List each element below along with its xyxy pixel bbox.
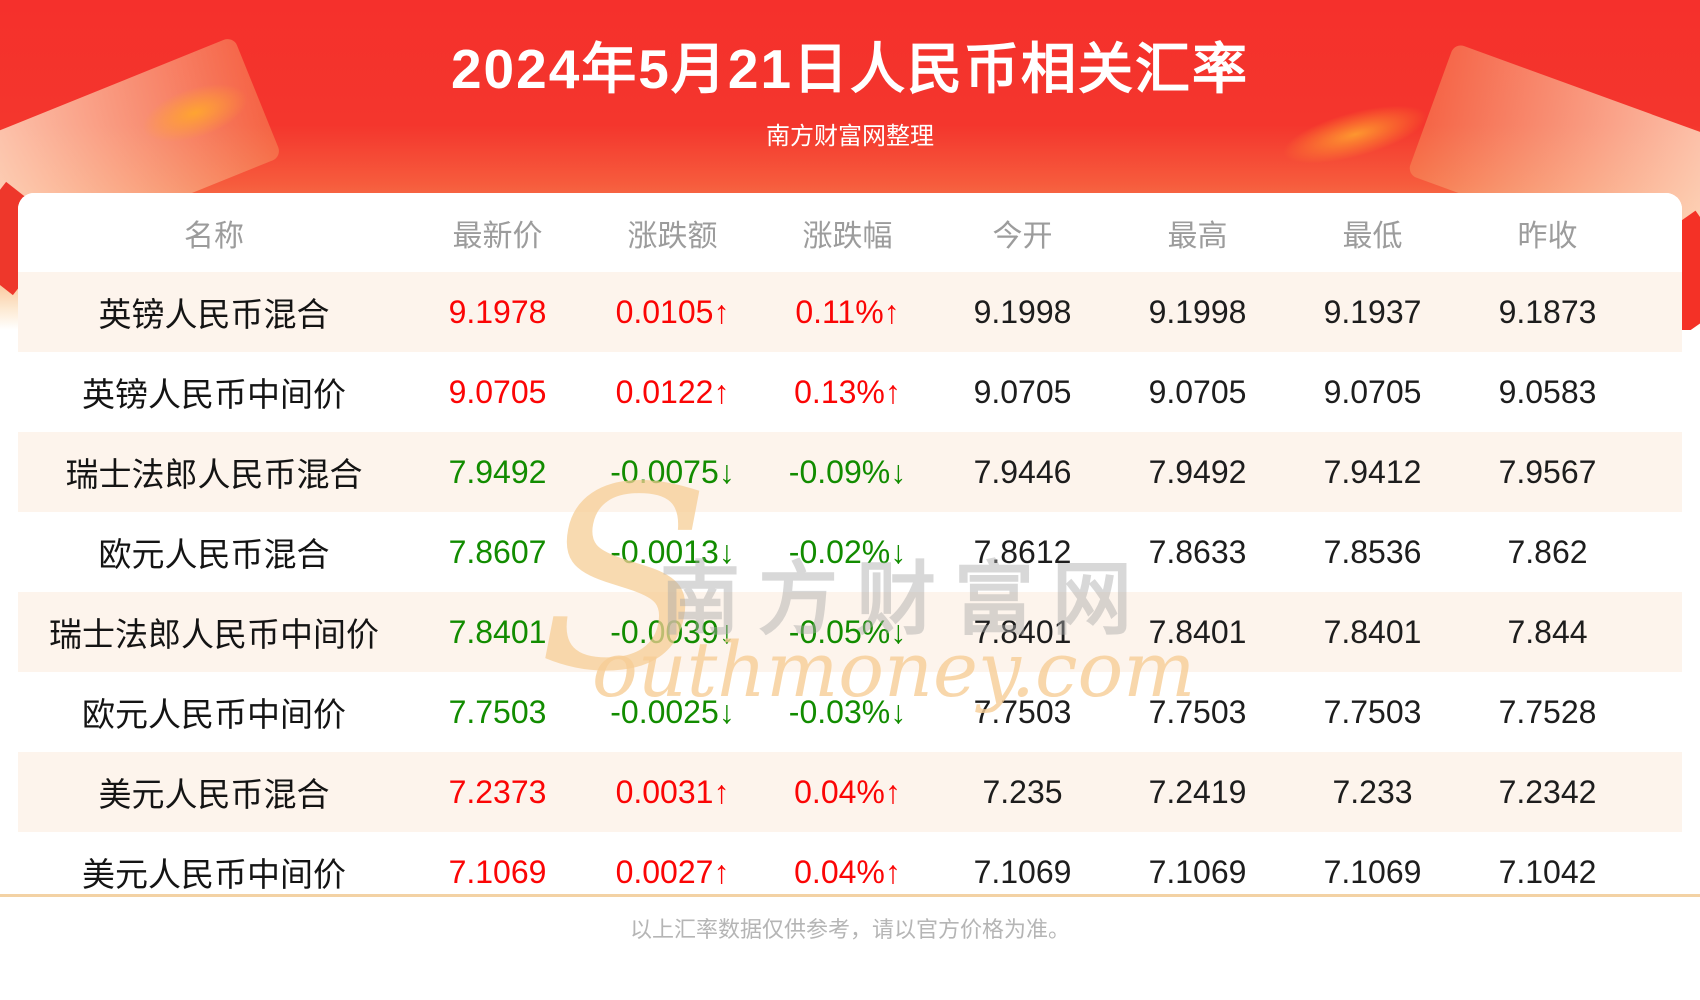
cell-high: 9.0705 — [1110, 352, 1285, 432]
table-row: 瑞士法郎人民币中间价 7.8401 -0.0039↓ -0.05%↓ 7.8401 7.8… — [18, 592, 1682, 672]
table-row: 英镑人民币中间价 9.0705 0.0122↑ 0.13%↑ 9.0705 9.0705 9… — [18, 352, 1682, 432]
cell-prev: 7.862 — [1460, 512, 1635, 592]
cell-pct: -0.02%↓ — [760, 512, 935, 592]
column-header-filler — [1635, 193, 1682, 272]
cell-name: 瑞士法郎人民币中间价 — [18, 592, 410, 672]
table-row: 美元人民币中间价 7.1069 0.0027↑ 0.04%↑ 7.1069 7.1069 7… — [18, 832, 1682, 912]
cell-open: 7.7503 — [935, 672, 1110, 752]
cell-low: 9.1937 — [1285, 272, 1460, 352]
cell-filler — [1635, 672, 1682, 752]
table-row: 欧元人民币混合 7.8607 -0.0013↓ -0.02%↓ 7.8612 7.8633… — [18, 512, 1682, 592]
table-row: 欧元人民币中间价 7.7503 -0.0025↓ -0.03%↓ 7.7503 7.750… — [18, 672, 1682, 752]
cell-change: -0.0075↓ — [585, 432, 760, 512]
table-header-row: 名称 最新价 涨跌额 涨跌幅 今开 最高 最低 昨收 — [18, 193, 1682, 272]
cell-pct: -0.05%↓ — [760, 592, 935, 672]
cell-name: 美元人民币混合 — [18, 752, 410, 832]
cell-name: 瑞士法郎人民币混合 — [18, 432, 410, 512]
footer-divider — [0, 894, 1700, 897]
cell-filler — [1635, 832, 1682, 912]
cell-change: 0.0031↑ — [585, 752, 760, 832]
column-header-open: 今开 — [935, 193, 1110, 272]
table-row: 英镑人民币混合 9.1978 0.0105↑ 0.11%↑ 9.1998 9.1998 9.… — [18, 272, 1682, 352]
column-header-latest: 最新价 — [410, 193, 585, 272]
cell-low: 7.233 — [1285, 752, 1460, 832]
column-header-prev: 昨收 — [1460, 193, 1635, 272]
cell-open: 7.8401 — [935, 592, 1110, 672]
cell-filler — [1635, 432, 1682, 512]
cell-latest: 7.8401 — [410, 592, 585, 672]
cell-pct: 0.04%↑ — [760, 832, 935, 912]
cell-high: 7.2419 — [1110, 752, 1285, 832]
cell-latest: 9.0705 — [410, 352, 585, 432]
cell-prev: 9.1873 — [1460, 272, 1635, 352]
cell-filler — [1635, 352, 1682, 432]
table-row: 瑞士法郎人民币混合 7.9492 -0.0075↓ -0.09%↓ 7.9446 7.94… — [18, 432, 1682, 512]
cell-change: 0.0027↑ — [585, 832, 760, 912]
cell-latest: 7.9492 — [410, 432, 585, 512]
column-header-low: 最低 — [1285, 193, 1460, 272]
cell-low: 7.8536 — [1285, 512, 1460, 592]
cell-name: 英镑人民币中间价 — [18, 352, 410, 432]
rates-table-card: 名称 最新价 涨跌额 涨跌幅 今开 最高 最低 昨收 英镑人民币混合 9.1978… — [18, 193, 1682, 912]
cell-change: -0.0039↓ — [585, 592, 760, 672]
page-subtitle: 南方财富网整理 — [766, 123, 934, 150]
cell-high: 7.8633 — [1110, 512, 1285, 592]
cell-latest: 9.1978 — [410, 272, 585, 352]
cell-prev: 7.2342 — [1460, 752, 1635, 832]
cell-pct: 0.04%↑ — [760, 752, 935, 832]
cell-high: 7.9492 — [1110, 432, 1285, 512]
cell-open: 7.8612 — [935, 512, 1110, 592]
cell-high: 7.1069 — [1110, 832, 1285, 912]
column-header-change: 涨跌额 — [585, 193, 760, 272]
cell-low: 7.9412 — [1285, 432, 1460, 512]
cell-latest: 7.1069 — [410, 832, 585, 912]
cell-pct: -0.03%↓ — [760, 672, 935, 752]
page-title: 2024年5月21日人民币相关汇率 — [450, 38, 1250, 100]
rates-table-body: 英镑人民币混合 9.1978 0.0105↑ 0.11%↑ 9.1998 9.1998 9.… — [18, 272, 1682, 912]
cell-high: 7.7503 — [1110, 672, 1285, 752]
cell-high: 9.1998 — [1110, 272, 1285, 352]
cell-name: 美元人民币中间价 — [18, 832, 410, 912]
cell-change: 0.0122↑ — [585, 352, 760, 432]
column-header-high: 最高 — [1110, 193, 1285, 272]
cell-latest: 7.7503 — [410, 672, 585, 752]
cell-change: -0.0025↓ — [585, 672, 760, 752]
cell-prev: 7.9567 — [1460, 432, 1635, 512]
cell-open: 9.0705 — [935, 352, 1110, 432]
cell-open: 7.235 — [935, 752, 1110, 832]
cell-prev: 7.844 — [1460, 592, 1635, 672]
cell-prev: 7.1042 — [1460, 832, 1635, 912]
cell-latest: 7.8607 — [410, 512, 585, 592]
cell-open: 9.1998 — [935, 272, 1110, 352]
cell-filler — [1635, 512, 1682, 592]
cell-low: 7.7503 — [1285, 672, 1460, 752]
cell-latest: 7.2373 — [410, 752, 585, 832]
cell-low: 9.0705 — [1285, 352, 1460, 432]
cell-open: 7.9446 — [935, 432, 1110, 512]
cell-prev: 7.7528 — [1460, 672, 1635, 752]
cell-filler — [1635, 752, 1682, 832]
cell-pct: -0.09%↓ — [760, 432, 935, 512]
column-header-pct: 涨跌幅 — [760, 193, 935, 272]
cell-prev: 9.0583 — [1460, 352, 1635, 432]
cell-name: 英镑人民币混合 — [18, 272, 410, 352]
cell-low: 7.8401 — [1285, 592, 1460, 672]
cell-filler — [1635, 272, 1682, 352]
cell-high: 7.8401 — [1110, 592, 1285, 672]
cell-pct: 0.13%↑ — [760, 352, 935, 432]
cell-change: -0.0013↓ — [585, 512, 760, 592]
footer-disclaimer: 以上汇率数据仅供参考，请以官方价格为准。 — [629, 917, 1070, 942]
cell-name: 欧元人民币混合 — [18, 512, 410, 592]
cell-change: 0.0105↑ — [585, 272, 760, 352]
cell-filler — [1635, 592, 1682, 672]
rates-table: 名称 最新价 涨跌额 涨跌幅 今开 最高 最低 昨收 英镑人民币混合 9.1978… — [18, 193, 1682, 912]
cell-low: 7.1069 — [1285, 832, 1460, 912]
column-header-name: 名称 — [18, 193, 410, 272]
cell-open: 7.1069 — [935, 832, 1110, 912]
cell-name: 欧元人民币中间价 — [18, 672, 410, 752]
cell-pct: 0.11%↑ — [760, 272, 935, 352]
table-row: 美元人民币混合 7.2373 0.0031↑ 0.04%↑ 7.235 7.2419 7.2… — [18, 752, 1682, 832]
